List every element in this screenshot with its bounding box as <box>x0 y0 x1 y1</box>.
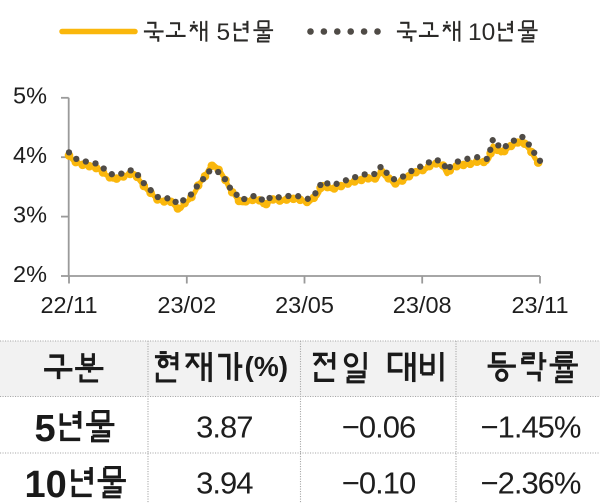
svg-text:3%: 3% <box>13 202 47 228</box>
svg-text:23/08: 23/08 <box>393 292 452 318</box>
svg-text:3.94: 3.94 <box>196 466 253 501</box>
svg-text:22/11: 22/11 <box>40 292 97 318</box>
svg-text:2%: 2% <box>13 261 47 287</box>
svg-text:3.87: 3.87 <box>196 410 252 445</box>
svg-text:23/02: 23/02 <box>157 292 216 318</box>
svg-text:10: 10 <box>25 464 67 504</box>
svg-text:5%: 5% <box>13 83 47 109</box>
svg-text:(%): (%) <box>245 351 289 382</box>
svg-text:5: 5 <box>217 19 231 46</box>
svg-text:23/11: 23/11 <box>511 292 568 318</box>
svg-text:−1.45%: −1.45% <box>480 410 580 445</box>
svg-text:−2.36%: −2.36% <box>480 466 580 501</box>
svg-text:−0.06: −0.06 <box>342 410 415 445</box>
svg-text:4%: 4% <box>13 142 47 168</box>
svg-text:5: 5 <box>35 408 56 450</box>
svg-text:23/05: 23/05 <box>275 292 334 318</box>
svg-text:−0.10: −0.10 <box>342 466 416 501</box>
svg-text:10: 10 <box>468 19 495 46</box>
